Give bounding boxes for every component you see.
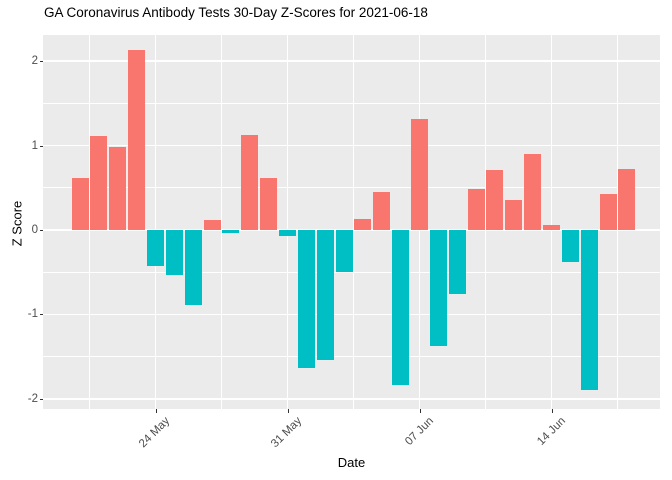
minor-gridline-y xyxy=(43,356,660,358)
bar xyxy=(448,230,466,295)
bar xyxy=(467,189,485,230)
x-axis-title: Date xyxy=(337,455,366,470)
bar xyxy=(486,170,504,231)
bar xyxy=(147,230,165,267)
major-gridline-y xyxy=(43,60,660,62)
y-tick-mark xyxy=(40,230,43,232)
plot-panel xyxy=(43,35,660,409)
x-tick-label: 31 May xyxy=(268,415,305,451)
y-tick-label: 2 xyxy=(31,55,38,68)
bar xyxy=(203,219,221,230)
major-gridline-x xyxy=(550,35,553,409)
minor-gridline-y xyxy=(43,187,660,189)
minor-gridline-y xyxy=(43,271,660,273)
bar xyxy=(241,134,259,230)
bar xyxy=(599,193,617,230)
x-tick-label: 07 Jun xyxy=(403,415,437,448)
bar xyxy=(429,230,447,346)
bar xyxy=(411,119,429,231)
bar xyxy=(184,230,202,306)
bar xyxy=(222,230,240,233)
bar xyxy=(165,230,183,275)
major-gridline-y xyxy=(43,229,660,231)
major-gridline-x xyxy=(154,35,157,409)
bar xyxy=(505,200,523,231)
bar xyxy=(71,177,89,230)
bar xyxy=(524,154,542,230)
y-tick-label: -1 xyxy=(27,308,38,321)
y-tick-mark xyxy=(40,314,43,316)
y-tick-mark xyxy=(40,61,43,63)
bar xyxy=(618,169,636,231)
x-tick-mark xyxy=(419,409,421,413)
minor-gridline-x xyxy=(353,35,354,409)
minor-gridline-x xyxy=(89,35,90,409)
bar xyxy=(373,192,391,230)
bar xyxy=(335,230,353,273)
x-tick-label: 14 Jun xyxy=(535,415,569,448)
x-tick-mark xyxy=(155,409,157,413)
major-gridline-y xyxy=(43,144,660,147)
x-tick-mark xyxy=(287,409,289,413)
x-tick-mark xyxy=(551,409,553,413)
bar xyxy=(580,230,598,391)
bar xyxy=(392,230,410,386)
bar xyxy=(90,136,108,230)
bar xyxy=(260,177,278,230)
bar xyxy=(128,50,146,230)
y-tick-mark xyxy=(40,145,43,147)
y-tick-mark xyxy=(40,398,43,400)
y-tick-label: -2 xyxy=(27,392,38,405)
bar xyxy=(109,147,127,231)
y-tick-label: 1 xyxy=(31,139,38,152)
bar xyxy=(316,230,334,361)
major-gridline-y xyxy=(43,398,660,400)
bar xyxy=(279,230,297,236)
minor-gridline-x xyxy=(221,35,222,409)
minor-gridline-y xyxy=(43,102,660,104)
major-gridline-x xyxy=(286,35,289,409)
major-gridline-y xyxy=(43,313,660,316)
y-tick-label: 0 xyxy=(31,224,38,237)
minor-gridline-x xyxy=(617,35,618,409)
minor-gridline-x xyxy=(485,35,486,409)
bar xyxy=(354,219,372,230)
bar xyxy=(543,224,561,231)
x-tick-label: 24 May xyxy=(136,415,173,451)
chart-title: GA Coronavirus Antibody Tests 30-Day Z-S… xyxy=(44,5,428,20)
bar xyxy=(561,230,579,263)
bar xyxy=(297,230,315,368)
